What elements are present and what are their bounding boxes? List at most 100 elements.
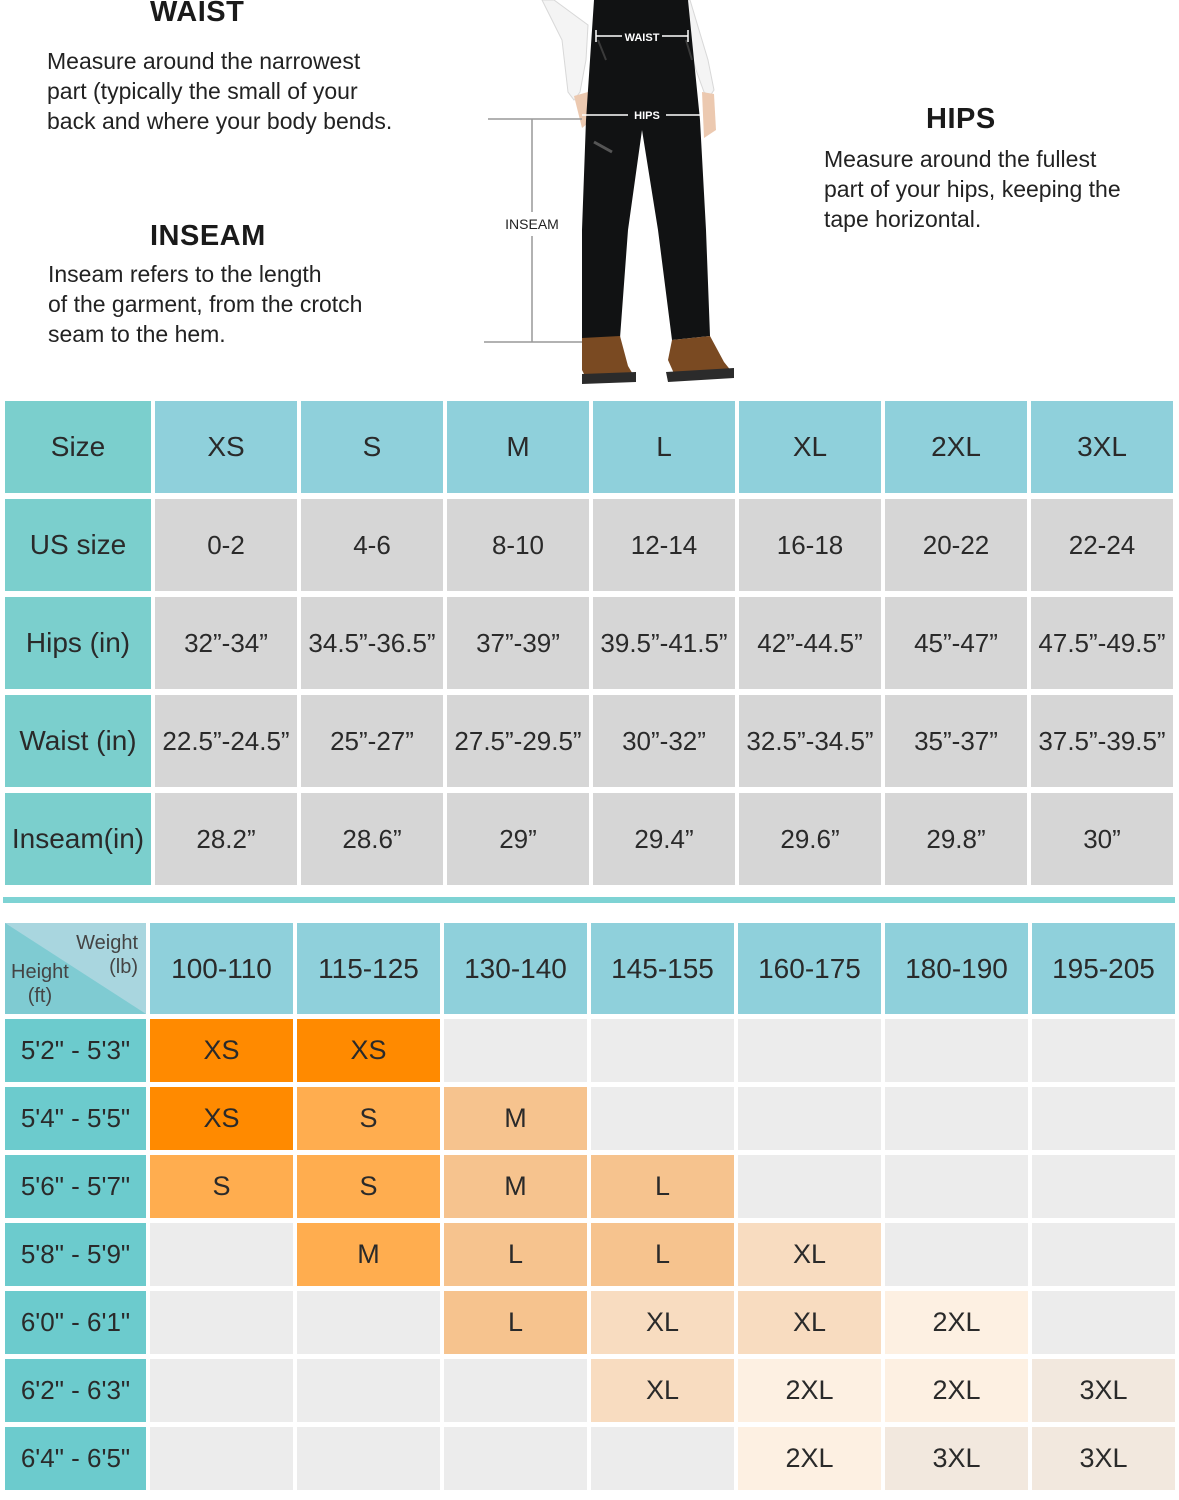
- table-cell: 30”-32”: [593, 695, 735, 787]
- height-row: 6'0" - 6'1" L XL XL 2XL: [5, 1291, 1175, 1354]
- waist-row: Waist (in) 22.5”-24.5” 25”-27” 27.5”-29.…: [5, 695, 1173, 787]
- fit-cell: [885, 1019, 1028, 1082]
- corner-weight-label: Weight (lb): [76, 931, 138, 979]
- size-header-cell: XL: [739, 401, 881, 493]
- size-header-cell: XS: [155, 401, 297, 493]
- weight-label: Weight: [76, 932, 138, 954]
- fit-cell: [444, 1427, 587, 1490]
- weight-header-cell: 100-110: [150, 923, 293, 1014]
- height-row: 5'8" - 5'9" M L L XL: [5, 1223, 1175, 1286]
- corner-header: Weight (lb) Height (ft): [5, 923, 146, 1014]
- height-row: 6'4" - 6'5" 2XL 3XL 3XL: [5, 1427, 1175, 1490]
- fit-cell: 2XL: [738, 1427, 881, 1490]
- size-header-cell: 3XL: [1031, 401, 1173, 493]
- fit-cell: M: [297, 1223, 440, 1286]
- weight-header-cell: 160-175: [738, 923, 881, 1014]
- fit-cell: [1032, 1019, 1175, 1082]
- table-cell: 28.2”: [155, 793, 297, 885]
- row-label: US size: [5, 499, 151, 591]
- fit-cell: XS: [150, 1087, 293, 1150]
- section-divider: [3, 897, 1175, 903]
- table-cell: 27.5”-29.5”: [447, 695, 589, 787]
- height-row: 5'6" - 5'7" S S M L: [5, 1155, 1175, 1218]
- table-cell: 32.5”-34.5”: [739, 695, 881, 787]
- table-cell: 42”-44.5”: [739, 597, 881, 689]
- inseam-heading: INSEAM: [150, 220, 266, 252]
- table-cell: 20-22: [885, 499, 1027, 591]
- fit-cell: [150, 1427, 293, 1490]
- height-unit: (ft): [27, 985, 53, 1007]
- fit-cell: S: [297, 1155, 440, 1218]
- height-label-cell: 5'4" - 5'5": [5, 1087, 146, 1150]
- model-figure: WAIST HIPS INSEAM: [484, 0, 734, 384]
- height-label-cell: 6'0" - 6'1": [5, 1291, 146, 1354]
- fit-cell: L: [591, 1155, 734, 1218]
- fit-cell: [150, 1223, 293, 1286]
- waist-description: Measure around the narrowest part (typic…: [47, 46, 392, 136]
- height-row: 5'2" - 5'3" XS XS: [5, 1019, 1175, 1082]
- fit-cell: L: [444, 1223, 587, 1286]
- hips-heading: HIPS: [926, 103, 996, 135]
- fit-cell: [1032, 1291, 1175, 1354]
- table-cell: 29”: [447, 793, 589, 885]
- fit-cell: [1032, 1223, 1175, 1286]
- table-cell: 34.5”-36.5”: [301, 597, 443, 689]
- hips-line-2: part of your hips, keeping the: [824, 176, 1121, 202]
- table-cell: 47.5”-49.5”: [1031, 597, 1173, 689]
- size-header-cell: M: [447, 401, 589, 493]
- fit-cell: XL: [738, 1223, 881, 1286]
- size-header-row: Size XS S M L XL 2XL 3XL: [5, 401, 1173, 493]
- fit-cell: [591, 1019, 734, 1082]
- height-label-cell: 5'2" - 5'3": [5, 1019, 146, 1082]
- fit-cell: [150, 1359, 293, 1422]
- fit-cell: 2XL: [885, 1291, 1028, 1354]
- fit-cell: [1032, 1087, 1175, 1150]
- fit-cell: 2XL: [885, 1359, 1028, 1422]
- weight-header-cell: 195-205: [1032, 923, 1175, 1014]
- table-cell: 8-10: [447, 499, 589, 591]
- hips-row: Hips (in) 32”-34” 34.5”-36.5” 37”-39” 39…: [5, 597, 1173, 689]
- table-cell: 28.6”: [301, 793, 443, 885]
- fit-cell: [885, 1155, 1028, 1218]
- fit-cell: 2XL: [738, 1359, 881, 1422]
- fit-cell: 3XL: [1032, 1359, 1175, 1422]
- row-label: Hips (in): [5, 597, 151, 689]
- table-cell: 37.5”-39.5”: [1031, 695, 1173, 787]
- fit-cell: [297, 1359, 440, 1422]
- inseam-line-3: seam to the hem.: [48, 321, 226, 347]
- height-weight-fit-table: Weight (lb) Height (ft) 100-110 115-125 …: [1, 918, 1179, 1495]
- waist-heading: WAIST: [150, 0, 245, 28]
- table-cell: 4-6: [301, 499, 443, 591]
- height-row: 6'2" - 6'3" XL 2XL 2XL 3XL: [5, 1359, 1175, 1422]
- fit-cell: XL: [591, 1359, 734, 1422]
- weight-header-row: Weight (lb) Height (ft) 100-110 115-125 …: [5, 923, 1175, 1014]
- row-label: Waist (in): [5, 695, 151, 787]
- figure-hips-label: HIPS: [634, 110, 660, 122]
- fit-cell: 3XL: [1032, 1427, 1175, 1490]
- fit-cell: [444, 1019, 587, 1082]
- weight-header-cell: 180-190: [885, 923, 1028, 1014]
- fit-cell: XL: [738, 1291, 881, 1354]
- fit-cell: [885, 1087, 1028, 1150]
- weight-unit: (lb): [109, 956, 138, 978]
- inseam-row: Inseam(in) 28.2” 28.6” 29” 29.4” 29.6” 2…: [5, 793, 1173, 885]
- table-cell: 45”-47”: [885, 597, 1027, 689]
- fit-cell: [885, 1223, 1028, 1286]
- table-cell: 32”-34”: [155, 597, 297, 689]
- table-cell: 29.6”: [739, 793, 881, 885]
- fit-cell: [297, 1427, 440, 1490]
- fit-cell: 3XL: [885, 1427, 1028, 1490]
- fit-cell: [738, 1155, 881, 1218]
- size-header-label: Size: [5, 401, 151, 493]
- weight-header-cell: 115-125: [297, 923, 440, 1014]
- fit-cell: L: [444, 1291, 587, 1354]
- inseam-description: Inseam refers to the length of the garme…: [48, 259, 362, 349]
- table-cell: 25”-27”: [301, 695, 443, 787]
- height-label-cell: 6'2" - 6'3": [5, 1359, 146, 1422]
- size-header-cell: L: [593, 401, 735, 493]
- hips-line-1: Measure around the fullest: [824, 146, 1097, 172]
- inseam-line-1: Inseam refers to the length: [48, 261, 322, 287]
- fit-cell: XS: [297, 1019, 440, 1082]
- table-cell: 37”-39”: [447, 597, 589, 689]
- waist-line-1: Measure around the narrowest: [47, 48, 361, 74]
